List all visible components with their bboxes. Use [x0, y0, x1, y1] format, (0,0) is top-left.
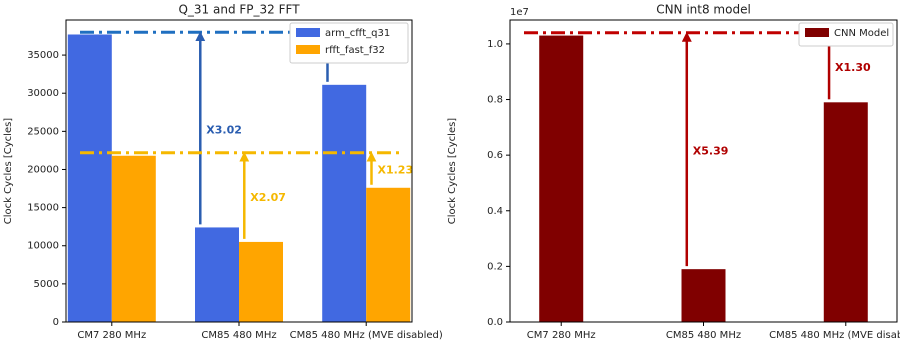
chart-panel: CNN int8 model Clock Cycles [Cycles] 1e7 0.… — [447, 3, 900, 342]
legend-label: arm_cfft_q31 — [325, 28, 390, 39]
x-tick-label: CM85 480 MHz — [201, 330, 276, 341]
legend-label: rfft_fast_f32 — [325, 45, 385, 56]
bar — [67, 34, 112, 322]
y-tick-label: 0.2 — [487, 261, 503, 272]
y-offset-label: 1e7 — [510, 7, 529, 18]
x-tick-label: CM85 480 MHz (MVE disabled) — [290, 330, 443, 341]
ratio-label: X5.39 — [693, 144, 729, 157]
ratio-label: X1.23 — [377, 164, 413, 177]
legend-swatch — [296, 28, 320, 37]
bar — [322, 84, 367, 322]
bar — [823, 102, 868, 322]
bar — [195, 227, 239, 322]
y-tick-label: 35000 — [27, 50, 59, 61]
y-tick-label: 15000 — [27, 203, 59, 214]
y-axis-label: Clock Cycles [Cycles] — [447, 118, 458, 225]
x-tick-label: CM7 280 MHz — [77, 330, 146, 341]
y-tick-label: 30000 — [27, 88, 59, 99]
x-tick-label: CM85 480 MHz (MVE disabled) — [769, 330, 900, 341]
bar — [366, 187, 411, 322]
bar — [111, 155, 156, 322]
y-tick-label: 0.6 — [487, 150, 503, 161]
bar — [239, 241, 283, 322]
x-tick-label: CM7 280 MHz — [527, 330, 596, 341]
y-tick-label: 1.0 — [487, 39, 503, 50]
chart-title: CNN int8 model — [656, 3, 751, 17]
y-tick-label: 20000 — [27, 164, 59, 175]
y-axis-label: Clock Cycles [Cycles] — [3, 118, 14, 225]
x-tick-label: CM85 480 MHz — [666, 330, 741, 341]
ratio-label: X2.07 — [250, 191, 286, 204]
plot-frame — [65, 19, 413, 323]
bar — [681, 269, 726, 322]
legend-swatch — [805, 28, 829, 37]
y-tick-label: 0.4 — [487, 206, 503, 217]
chart-title: Q_31 and FP_32 FFT — [178, 3, 300, 17]
y-tick-label: 25000 — [27, 126, 59, 137]
ratio-label: X1.30 — [835, 61, 871, 74]
legend-swatch — [296, 45, 320, 54]
chart-panel: Q_31 and FP_32 FFT Clock Cycles [Cycles] 0… — [3, 3, 443, 342]
y-tick-label: 0.8 — [487, 95, 503, 106]
y-tick-label: 0.0 — [487, 317, 503, 328]
legend-label: CNN Model — [834, 28, 889, 39]
y-tick-label: 0 — [53, 317, 59, 328]
bar — [539, 35, 584, 322]
y-tick-label: 10000 — [27, 241, 59, 252]
plot-frame — [509, 19, 898, 323]
y-tick-label: 5000 — [34, 279, 59, 290]
ratio-label: X3.02 — [206, 123, 242, 136]
